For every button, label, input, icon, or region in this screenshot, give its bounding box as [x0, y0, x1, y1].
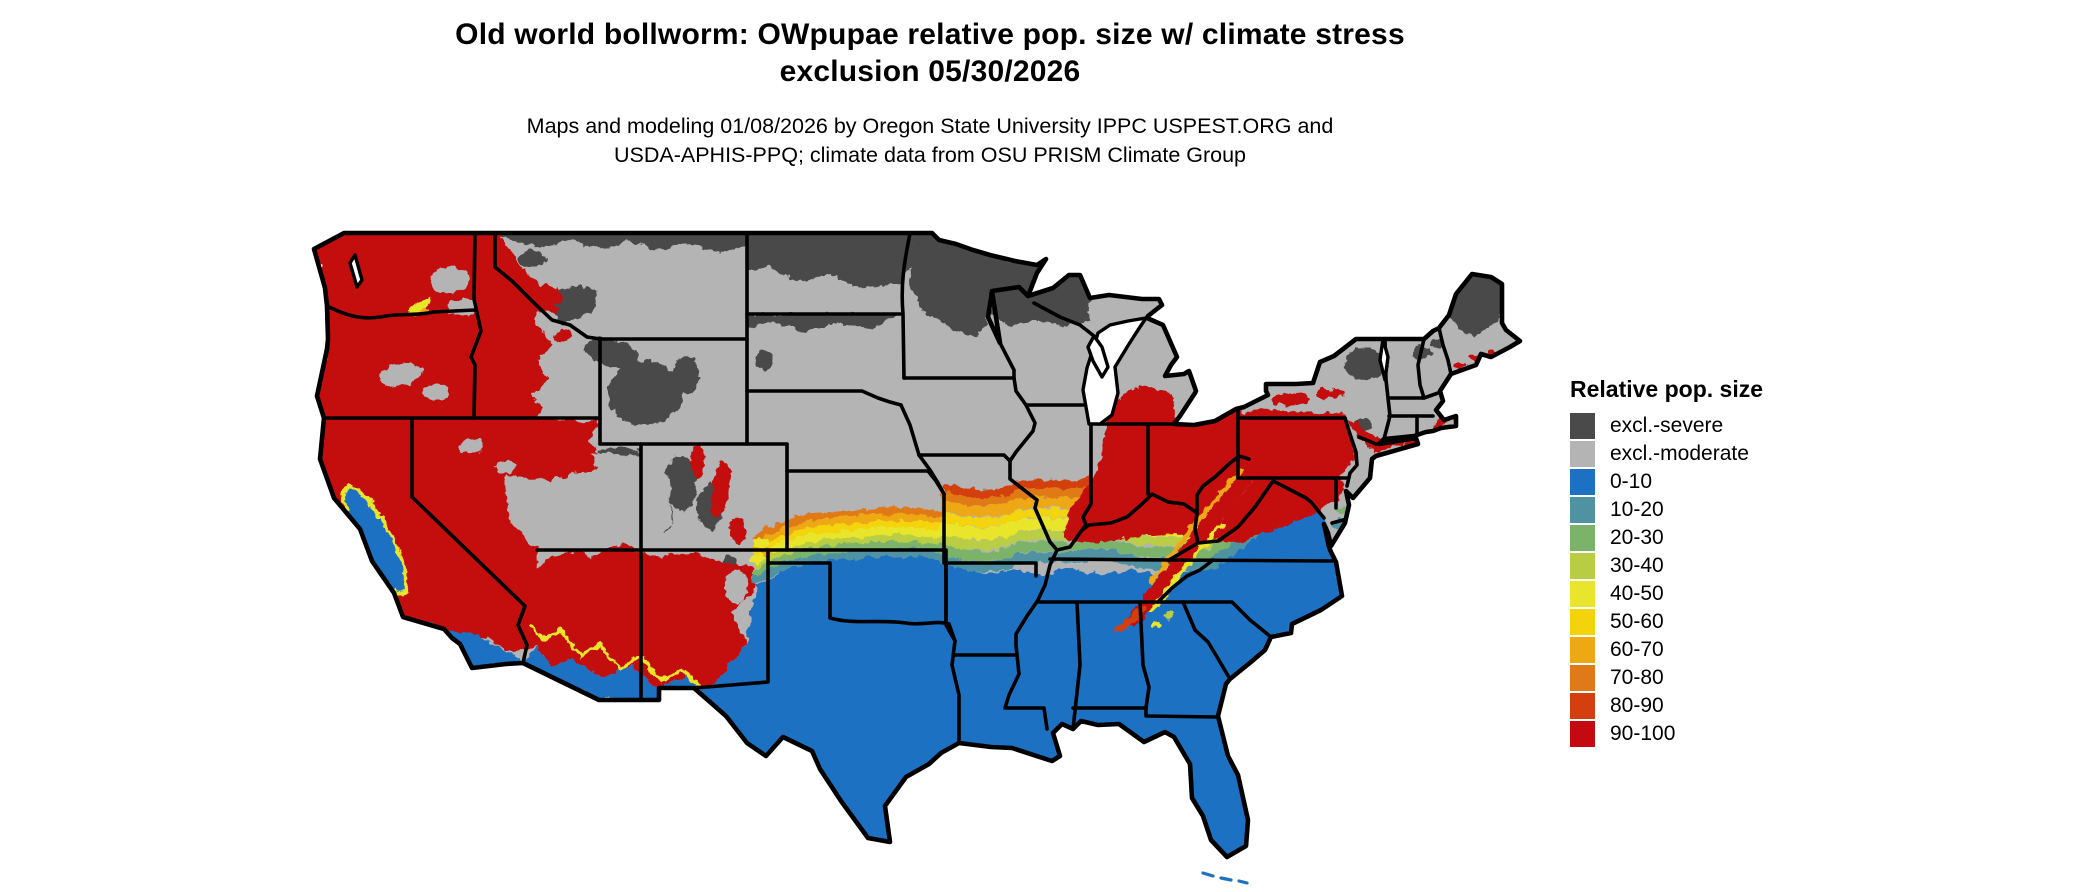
legend-swatch: [1570, 693, 1595, 719]
map-title-line1: Old world bollworm: OWpupae relative pop…: [455, 18, 1405, 51]
puget-sound: [348, 253, 364, 289]
legend-label: 40-50: [1610, 582, 1664, 605]
legend-swatch: [1570, 609, 1595, 635]
map-title-line2: exclusion 05/30/2026: [779, 55, 1081, 88]
legend-swatch: [1570, 497, 1595, 523]
legend-swatch: [1570, 637, 1595, 663]
legend-item: 50-60: [1570, 608, 1850, 636]
legend-label: 90-100: [1610, 722, 1676, 745]
legend-swatch: [1570, 469, 1595, 495]
legend-swatch: [1570, 721, 1595, 747]
legend-swatch: [1570, 441, 1595, 467]
great-lakes: [348, 253, 1390, 885]
map-fill-layer: [314, 233, 1520, 857]
lake-champlain: [1378, 337, 1390, 382]
legend-item: 30-40: [1570, 552, 1850, 580]
legend-label: excl.-moderate: [1610, 442, 1749, 465]
legend-swatch: [1570, 413, 1595, 439]
legend-label: 60-70: [1610, 638, 1664, 661]
legend: Relative pop. size excl.-severe excl.-mod…: [1570, 376, 1850, 748]
legend-item: 70-80: [1570, 664, 1850, 692]
legend-item: 80-90: [1570, 692, 1850, 720]
legend-items: excl.-severe excl.-moderate 0-10 10-20 20-30…: [1570, 412, 1850, 748]
legend-label: 80-90: [1610, 694, 1664, 717]
legend-item: 90-100: [1570, 720, 1850, 748]
legend-label: 30-40: [1610, 554, 1664, 577]
legend-label: 50-60: [1610, 610, 1664, 633]
title-block: Old world bollworm: OWpupae relative pop…: [200, 16, 1660, 90]
legend-swatch: [1570, 525, 1595, 551]
legend-label: excl.-severe: [1610, 414, 1724, 437]
green-bay: [1086, 334, 1110, 379]
legend-label: 0-10: [1610, 470, 1653, 493]
map-subtitle-line1: Maps and modeling 01/08/2026 by Oregon S…: [526, 114, 1334, 138]
legend-label: 10-20: [1610, 498, 1664, 521]
us-map: [311, 230, 1523, 885]
legend-swatch: [1570, 581, 1595, 607]
legend-swatch: [1570, 553, 1595, 579]
region-west-gray-patches: [378, 267, 747, 605]
legend-item: excl.-moderate: [1570, 440, 1850, 468]
us-outline: [311, 230, 1523, 860]
legend-item: 40-50: [1570, 580, 1850, 608]
legend-label: 70-80: [1610, 666, 1664, 689]
legend-swatch: [1570, 665, 1595, 691]
legend-title: Relative pop. size: [1570, 376, 1764, 402]
state-borders: [322, 233, 1453, 745]
florida-keys: [1201, 871, 1249, 885]
legend-item: excl.-severe: [1570, 412, 1850, 440]
legend-item: 60-70: [1570, 636, 1850, 664]
map-subtitle-line2: USDA-APHIS-PPQ; climate data from OSU PR…: [613, 143, 1247, 167]
legend-item: 0-10: [1570, 468, 1850, 496]
subtitle-block: Maps and modeling 01/08/2026 by Oregon S…: [200, 112, 1660, 170]
legend-label: 20-30: [1610, 526, 1664, 549]
legend-item: 10-20: [1570, 496, 1850, 524]
legend-item: 20-30: [1570, 524, 1850, 552]
